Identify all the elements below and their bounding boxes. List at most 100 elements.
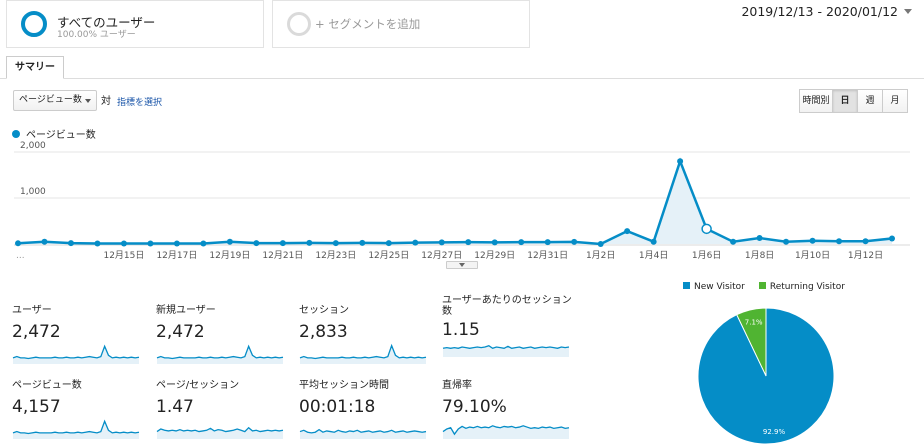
sparkline-area	[157, 346, 283, 364]
data-point[interactable]	[544, 239, 551, 246]
add-segment-card[interactable]: + セグメントを追加	[272, 0, 530, 48]
chevron-down-icon	[85, 99, 91, 103]
data-point[interactable]	[173, 240, 180, 247]
data-point[interactable]	[491, 239, 498, 246]
tab-summary[interactable]: サマリー	[6, 56, 64, 79]
data-point[interactable]	[597, 241, 604, 247]
x-tick-label: 1月10日	[795, 250, 830, 261]
x-tick-label: 1月8日	[745, 250, 774, 261]
x-tick-label: 1月12日	[848, 250, 883, 261]
scorecard-sparkline	[299, 343, 427, 364]
scorecard[interactable]: 新規ユーザー 2,472	[156, 305, 296, 365]
scorecard-sparkline	[156, 344, 284, 364]
x-tick-label: 12月23日	[315, 250, 356, 261]
series-dot-icon	[12, 129, 20, 138]
data-point[interactable]	[650, 238, 657, 245]
data-point[interactable]	[120, 240, 127, 247]
sparkline-line	[156, 344, 284, 360]
legend-returning-label: Returning Visitor	[769, 282, 845, 292]
x-tick-label: 1月6日	[692, 250, 721, 261]
data-point[interactable]	[862, 238, 869, 245]
data-point[interactable]	[226, 238, 233, 245]
data-point[interactable]	[889, 235, 895, 242]
scorecard[interactable]: ユーザーあたりのセッション数 1.15	[442, 295, 582, 357]
data-point[interactable]	[332, 240, 339, 247]
data-point[interactable]	[359, 239, 366, 246]
data-point[interactable]	[624, 228, 631, 235]
data-point[interactable]	[412, 239, 419, 246]
select-metric-link[interactable]: 指標を選択	[117, 98, 163, 108]
period-hourly-button[interactable]: 時間別	[799, 89, 833, 113]
x-tick-label: 1月2日	[586, 250, 615, 261]
x-tick-label: 12月29日	[474, 250, 515, 261]
scorecard-label: セッション	[299, 305, 349, 316]
scorecard-label: 新規ユーザー	[156, 305, 216, 316]
metric-select-value: ページビュー数	[19, 95, 82, 105]
x-tick-label: 12月15日	[103, 250, 144, 261]
scorecard-sparkline	[299, 428, 427, 439]
data-point[interactable]	[147, 240, 154, 247]
segment-subtitle: 100.00% ユーザー	[57, 30, 136, 40]
chevron-down-icon	[904, 9, 912, 14]
data-point[interactable]	[730, 238, 737, 245]
data-point[interactable]	[41, 238, 48, 245]
scorecard[interactable]: 平均セッション時間 00:01:18	[299, 380, 439, 440]
pie-legend-new[interactable]: New Visitor	[683, 282, 745, 292]
period-week-button[interactable]: 週	[857, 89, 883, 113]
vs-label: 対	[101, 96, 111, 107]
segment-title: すべてのユーザー	[57, 15, 156, 30]
chart-legend: ページビュー数	[12, 126, 96, 141]
data-point[interactable]	[15, 240, 21, 247]
data-point[interactable]	[253, 240, 260, 247]
sparkline-line	[156, 426, 284, 433]
pie-slice-new[interactable]	[697, 307, 835, 445]
sparkline-line	[299, 343, 427, 360]
data-point[interactable]	[783, 238, 790, 245]
data-point[interactable]	[306, 239, 313, 246]
x-tick-label: 12月31日	[527, 250, 568, 261]
scorecard-value: 79.10%	[442, 397, 507, 417]
scorecard-label: 直帰率	[442, 380, 472, 391]
date-range-picker[interactable]: 2019/12/13 - 2020/01/12	[741, 4, 912, 19]
scorecard-label: ページビュー数	[12, 380, 82, 391]
data-point[interactable]	[94, 240, 101, 247]
data-point[interactable]	[200, 240, 207, 247]
pie-legend-returning[interactable]: Returning Visitor	[758, 282, 845, 292]
data-point[interactable]	[809, 237, 816, 244]
data-point[interactable]	[836, 238, 843, 245]
series-area	[18, 161, 892, 244]
data-point[interactable]	[518, 239, 525, 246]
empty-segment-ring-icon	[287, 12, 311, 36]
highlighted-data-point[interactable]	[701, 223, 712, 235]
data-point[interactable]	[385, 240, 392, 247]
data-point[interactable]	[67, 240, 74, 247]
scorecard-sparkline	[12, 419, 140, 439]
period-day-button[interactable]: 日	[832, 89, 858, 113]
sparkline-line	[12, 419, 140, 435]
data-point[interactable]	[571, 238, 578, 245]
metric-select[interactable]: ページビュー数	[13, 90, 97, 111]
add-segment-label: + セグメントを追加	[315, 17, 421, 31]
chart-resize-handle[interactable]	[446, 261, 478, 269]
y-tick-label: 2,000	[20, 141, 46, 151]
segment-card-all-users[interactable]: すべてのユーザー 100.00% ユーザー	[6, 0, 264, 48]
data-point[interactable]	[465, 239, 472, 246]
scorecard-value: 2,472	[12, 322, 61, 342]
data-point[interactable]	[756, 235, 763, 242]
data-point[interactable]	[279, 240, 286, 247]
series-line	[17, 157, 893, 246]
sparkline-line	[442, 344, 570, 350]
scorecard[interactable]: ページ/セッション 1.47	[156, 380, 296, 440]
scorecard[interactable]: 直帰率 79.10%	[442, 380, 582, 440]
scorecard-value: 4,157	[12, 397, 61, 417]
data-point[interactable]	[438, 239, 445, 246]
x-tick-label: 12月19日	[209, 250, 250, 261]
data-point[interactable]	[677, 158, 684, 165]
scorecard[interactable]: セッション 2,833	[299, 305, 439, 365]
sparkline-line	[299, 428, 427, 434]
chevron-down-icon	[459, 263, 465, 267]
scorecard[interactable]: ページビュー数 4,157	[12, 380, 152, 440]
scorecard[interactable]: ユーザー 2,472	[12, 305, 152, 365]
legend-new-label: New Visitor	[694, 282, 745, 292]
period-month-button[interactable]: 月	[882, 89, 908, 113]
